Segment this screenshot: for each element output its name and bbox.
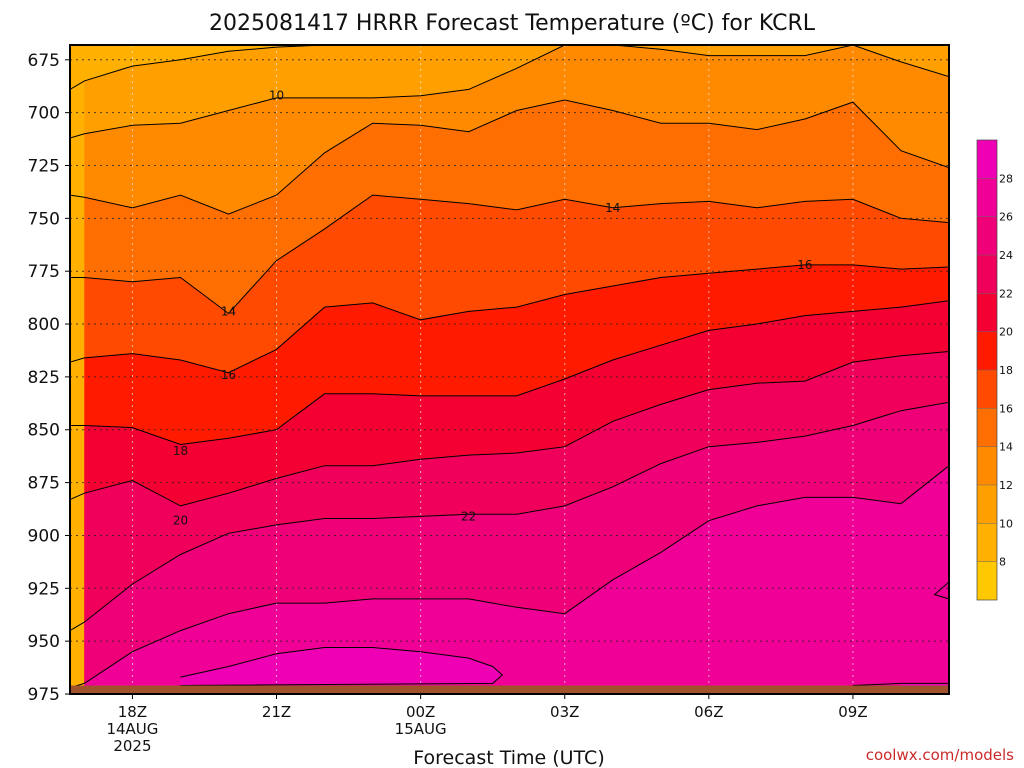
closed-isotherm-28: [180, 647, 504, 686]
x-tick-label-09Z: 09Z: [838, 703, 867, 721]
x-tick-label-06Z: 06Z: [694, 703, 723, 721]
band-26: [84, 465, 949, 694]
isotherm-lines: [70, 45, 949, 689]
x-tick-label-00Z: 00Z: [406, 703, 435, 721]
isotherm-24: [70, 401, 949, 632]
chart-title: 2025081417 HRRR Forecast Temperature (ºC…: [209, 11, 816, 36]
contour-label-22: 22: [461, 509, 476, 523]
contour-label-14: 14: [605, 201, 620, 215]
y-tick-label-975: 975: [28, 685, 60, 705]
colorbar-swatch-20: [977, 293, 997, 332]
colorbar-swatch-14: [977, 408, 997, 447]
band-closed-26: [934, 582, 949, 599]
colorbar-tick-label-8: 8: [999, 556, 1006, 569]
colorbar-swatch-6: [977, 561, 997, 600]
colorbar-tick-label-10: 10: [999, 517, 1013, 530]
colorbar: 8 10 12 14 16 18 20 22 24 26 28: [976, 139, 1013, 601]
ground-layer: [70, 685, 949, 694]
colorbar-tick-label-26: 26: [999, 211, 1013, 224]
contour-labels: 10 14 16 14 16 18 20 22: [173, 89, 813, 528]
colorbar-tick-label-16: 16: [999, 402, 1013, 415]
x-axis-label: Forecast Time (UTC): [413, 747, 604, 768]
y-tick-label-850: 850: [28, 421, 60, 441]
contour-label-10: 10: [269, 89, 284, 103]
credit-text[interactable]: coolwx.com/models: [866, 746, 1014, 764]
y-tick-label-725: 725: [28, 156, 60, 176]
grid-lines: [70, 45, 949, 694]
colorbar-swatch-16: [977, 370, 997, 409]
isotherm-22: [70, 351, 949, 507]
x-tick-label-15AUG: 15AUG: [395, 720, 447, 738]
colorbar-swatch-22: [977, 255, 997, 294]
isotherm-14: [70, 99, 949, 215]
x-tick-label-2025: 2025: [113, 737, 151, 755]
colorbar-tick-label-22: 22: [999, 287, 1013, 300]
y-tick-label-800: 800: [28, 315, 60, 335]
colorbar-swatch-18: [977, 331, 997, 370]
contour-label-20: 20: [173, 514, 188, 528]
colorbar-tick-label-20: 20: [999, 326, 1013, 339]
y-tick-label-900: 900: [28, 526, 60, 546]
y-tick-label-875: 875: [28, 474, 60, 494]
colorbar-tick-label-24: 24: [999, 249, 1013, 262]
x-tick-label-14AUG: 14AUG: [106, 720, 158, 738]
colorbar-tick-label-18: 18: [999, 364, 1013, 377]
colorbar-swatch-12: [977, 446, 997, 485]
colorbar-tick-label-28: 28: [999, 172, 1013, 185]
contour-label-18: 18: [173, 444, 188, 458]
x-tick-label-18Z: 18Z: [118, 703, 147, 721]
y-tick-label-925: 925: [28, 579, 60, 599]
temperature-fill-bands: [70, 45, 949, 694]
colorbar-swatch-28: [977, 140, 997, 179]
colorbar-swatch-24: [977, 216, 997, 255]
colorbar-swatch-8: [977, 523, 997, 562]
y-tick-label-700: 700: [28, 104, 60, 124]
isotherm-16: [70, 194, 949, 315]
colorbar-tick-label-14: 14: [999, 441, 1013, 454]
x-tick-label-21Z: 21Z: [262, 703, 291, 721]
plot-frame: [69, 44, 950, 695]
colorbar-tick-label-12: 12: [999, 479, 1013, 492]
y-tick-label-950: 950: [28, 632, 60, 652]
y-axis-ticks: 675 700 725 750 775 800 825 850 875 900 925 950 975: [28, 51, 70, 705]
contour-label-16: 16: [797, 258, 812, 272]
colorbar-swatch-26: [977, 178, 997, 217]
band-closed-28: [180, 647, 503, 686]
closed-isotherm-26: [933, 581, 949, 600]
contour-label-16: 16: [221, 368, 236, 382]
isotherm-12: [70, 45, 949, 139]
x-tick-label-03Z: 03Z: [550, 703, 579, 721]
colorbar-swatch-10: [977, 485, 997, 524]
isotherm-20: [70, 300, 949, 446]
isotherm-18: [70, 264, 949, 374]
y-tick-label-775: 775: [28, 262, 60, 282]
ground-fill: [70, 685, 949, 694]
contour-label-14: 14: [221, 304, 236, 318]
y-tick-label-675: 675: [28, 51, 60, 71]
y-tick-label-825: 825: [28, 368, 60, 388]
isotherm-28: [852, 682, 949, 686]
isotherm-26: [70, 465, 949, 689]
y-tick-label-750: 750: [28, 209, 60, 229]
